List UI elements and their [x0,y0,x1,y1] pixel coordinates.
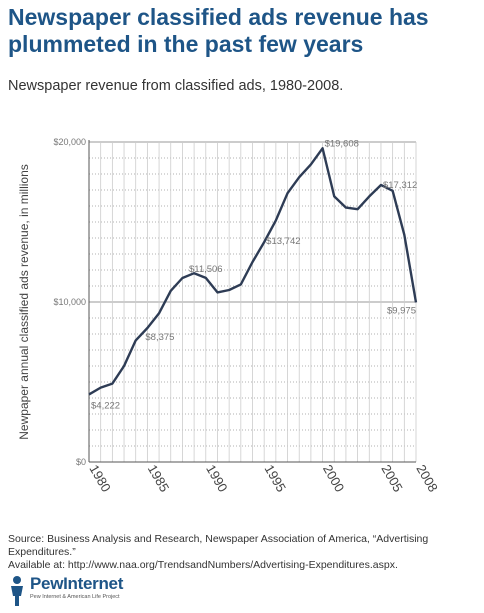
series-line [88,147,418,396]
x-tick-label: 2000 [320,462,347,495]
y-axis-label: Newpaper annual classified ads revenue, … [17,164,31,439]
chart-subtitle: Newspaper revenue from classified ads, 1… [8,78,344,94]
y-tick-label: $10,000 [53,297,86,307]
pew-person-icon [11,576,23,606]
x-tick-label: 2005 [378,462,405,495]
x-tick-label: 1985 [145,462,172,495]
data-label: $9,975 [387,305,416,316]
source-line-1: Source: Business Analysis and Research, … [8,533,429,558]
y-tick-label: $20,000 [53,137,86,147]
source-line-2: Available at: http://www.naa.org/Trendsa… [8,559,398,571]
data-label: $13,742 [266,236,300,247]
page-title: Newspaper classified ads revenue has plu… [8,4,429,57]
logo-name: PewInternet [30,574,124,593]
logo-tagline: Pew Internet & American Life Project [30,594,120,600]
y-tick-label: $0 [76,457,86,467]
data-label: $17,312 [383,180,417,191]
data-label: $19,608 [325,138,359,149]
x-tick-label: 2008 [413,462,440,495]
line-chart: $0 $10,000 $20,000 1980 1985 1990 1995 2000 2005… [17,137,441,495]
x-tick-label: 1990 [203,462,230,495]
pew-logo: PewInternet Pew Internet & American Life… [8,573,208,609]
x-tick-label: 1980 [86,462,113,495]
x-tick-label: 1995 [262,462,289,495]
source-note: Source: Business Analysis and Research, … [8,533,480,572]
data-label: $8,375 [145,332,174,343]
data-label: $11,506 [189,264,223,275]
data-label: $4,222 [91,400,120,411]
